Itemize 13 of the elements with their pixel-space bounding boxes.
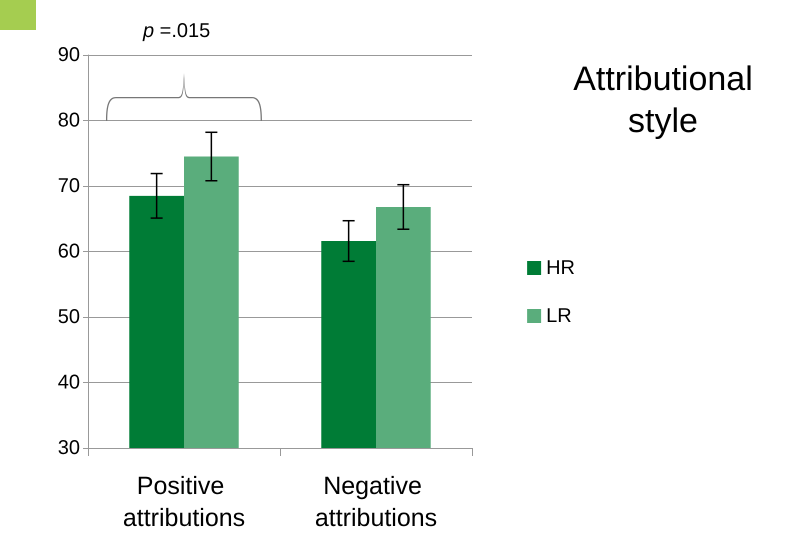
y-tick-label: 40 — [58, 372, 80, 394]
y-tick-label: 60 — [58, 240, 80, 262]
x-tick-label: Positive attributions — [122, 472, 246, 532]
text: Attributional style — [572, 59, 754, 142]
legend-label: HR — [546, 257, 576, 279]
y-tick-label: 30 — [58, 437, 80, 459]
x-tick-label: Negative attributions — [314, 472, 438, 532]
y-tick-label: 90 — [58, 44, 80, 66]
text: p =.015 — [142, 20, 210, 42]
y-tick-label: 70 — [58, 175, 80, 197]
y-tick-label: 80 — [58, 110, 80, 132]
legend-label: LR — [546, 305, 572, 327]
y-tick-label: 50 — [58, 306, 80, 328]
